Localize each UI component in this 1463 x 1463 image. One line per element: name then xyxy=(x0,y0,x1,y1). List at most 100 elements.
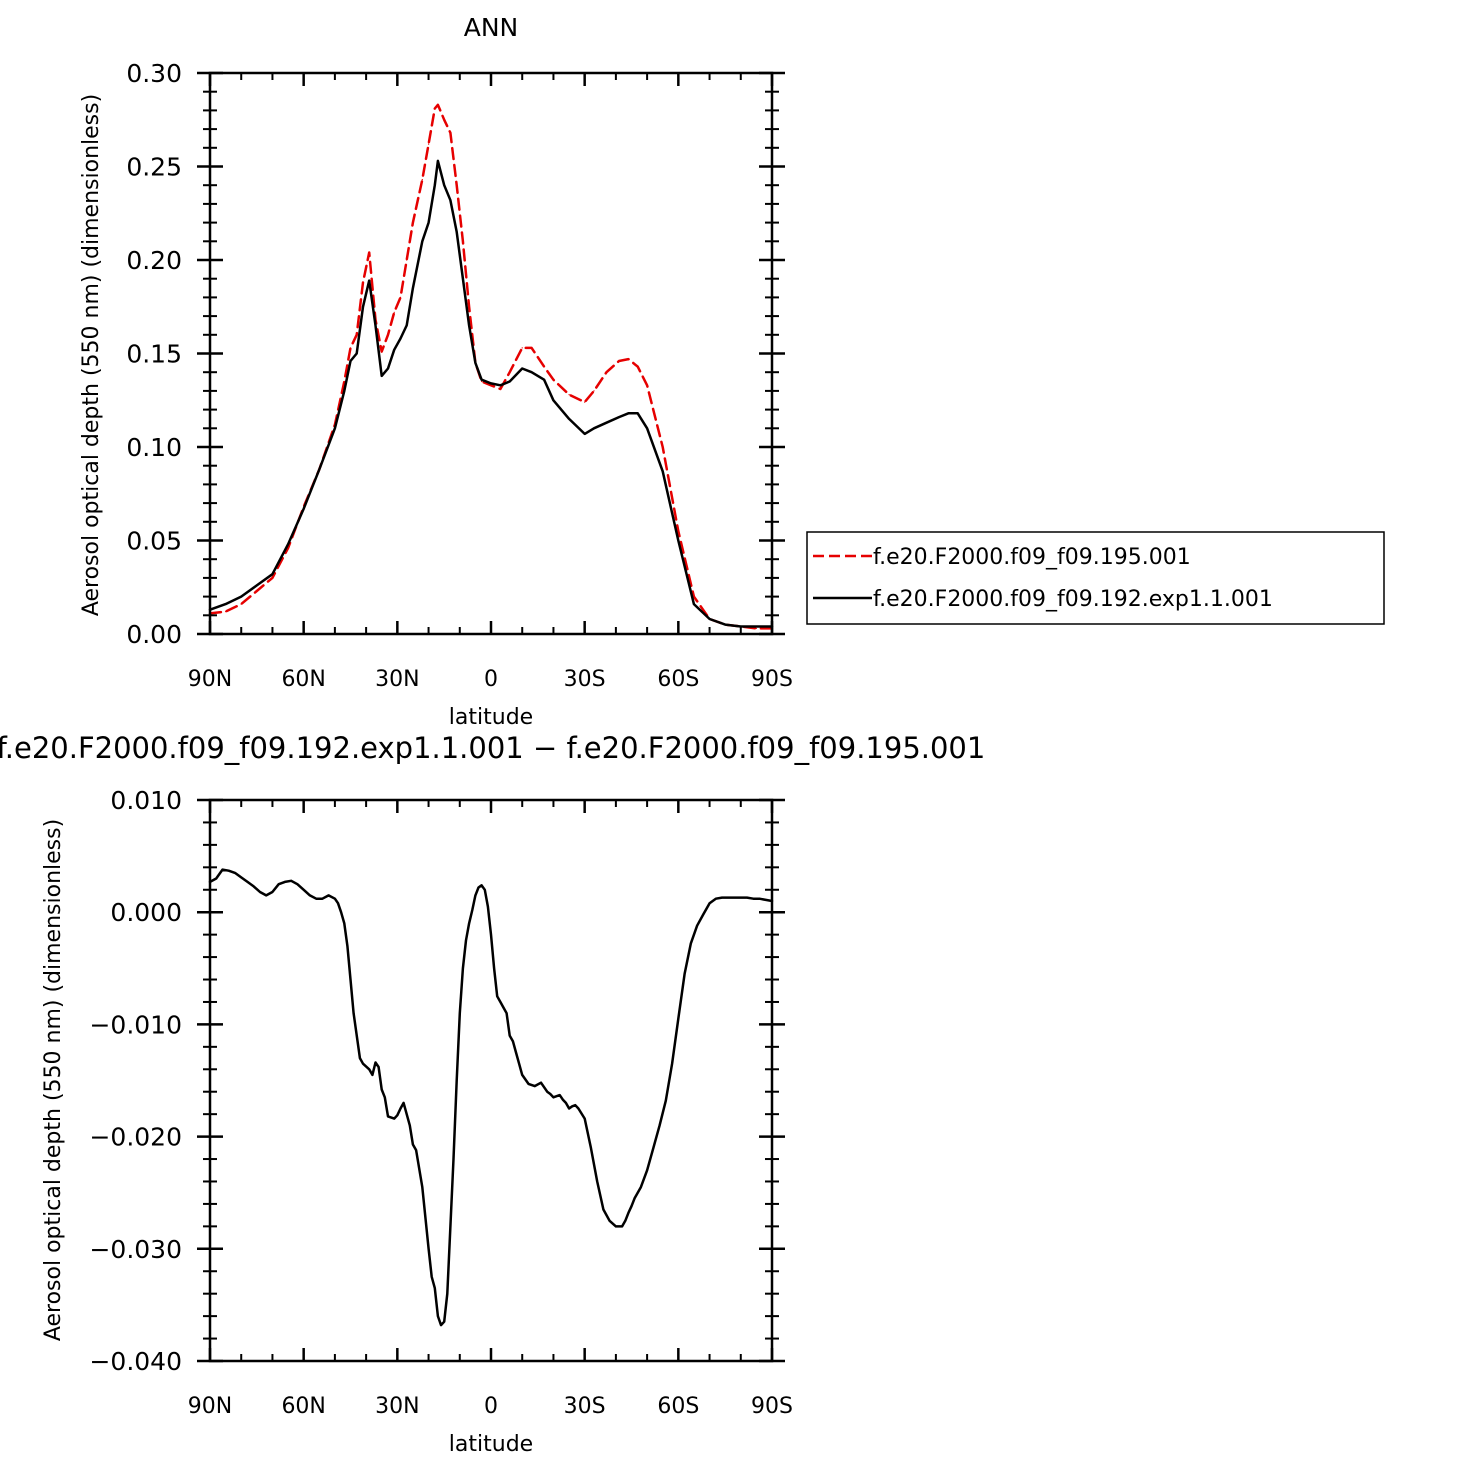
bottom-series-0-point xyxy=(549,1093,551,1095)
top-series-1-point xyxy=(406,324,408,326)
top-ytick-label: 0.05 xyxy=(126,527,182,556)
top-series-1-point xyxy=(381,375,383,377)
top-series-1-point xyxy=(318,468,320,470)
top-ytick-label: 0.30 xyxy=(126,59,182,88)
top-series-0-point xyxy=(552,379,555,381)
bottom-series-0-point xyxy=(540,1082,542,1084)
top-series-0-point xyxy=(381,351,383,353)
bottom-series-0-point xyxy=(459,1012,461,1014)
top-series-1-point xyxy=(531,371,533,373)
top-series-0-point xyxy=(646,384,648,386)
top-series-1-point xyxy=(443,184,445,186)
bottom-series-0-point xyxy=(521,1074,523,1076)
bottom-series-0-point xyxy=(384,1096,386,1098)
bottom-series-0-point xyxy=(727,897,729,899)
top-series-0-point xyxy=(287,547,289,549)
top-xlabel: latitude xyxy=(449,705,533,730)
top-series-0-point xyxy=(568,394,570,396)
top-series-1-point xyxy=(593,427,595,429)
top-series-1-point xyxy=(303,508,305,510)
top-series-1-point xyxy=(437,160,439,162)
bottom-series-0-point xyxy=(349,978,352,981)
top-series-1-point xyxy=(271,573,273,575)
top-series-0-point xyxy=(456,184,458,186)
bottom-xtick-label: 90S xyxy=(751,1394,793,1419)
top-ytick-label: 0.00 xyxy=(126,620,182,649)
bottom-series-group xyxy=(208,868,774,1327)
bottom-xtick-label: 60N xyxy=(281,1394,325,1419)
bottom-series-line-0 xyxy=(208,868,774,1327)
bottom-plot-frame xyxy=(208,798,774,1363)
bottom-series-0-point xyxy=(259,891,261,893)
bottom-ylabel: Aerosol optical depth (550 nm) (dimensio… xyxy=(41,819,66,1341)
bottom-xtick-label: 60S xyxy=(657,1394,699,1419)
bottom-xlabel: latitude xyxy=(449,1432,533,1457)
bottom-xtick-label: 0 xyxy=(484,1394,498,1419)
top-series-1-point xyxy=(605,422,608,424)
top-series-0-point xyxy=(449,132,451,134)
top-series-0-point xyxy=(393,311,395,313)
top-series-1-point xyxy=(677,539,679,542)
bottom-series-0-point xyxy=(309,894,311,897)
top-series-1-point xyxy=(421,240,423,242)
top-series-1-point xyxy=(343,390,345,392)
bottom-series-0-point xyxy=(715,898,717,900)
top-series-1-point xyxy=(368,280,370,282)
bottom-series-0-point xyxy=(353,1012,355,1014)
top-series-0-point xyxy=(531,347,533,349)
top-series-0-point xyxy=(521,347,523,349)
top-series-1-point xyxy=(412,287,414,289)
top-xtick-label: 30N xyxy=(375,667,419,692)
top-series-1-point xyxy=(399,337,402,340)
bottom-series-0-point xyxy=(387,1115,389,1117)
bottom-series-0-point xyxy=(609,1220,611,1222)
bottom-series-0-point xyxy=(359,1057,361,1059)
top-series-0-point xyxy=(399,296,402,298)
bottom-xtick-label: 90N xyxy=(188,1394,232,1419)
top-series-1-point xyxy=(724,624,726,626)
top-series-1-point xyxy=(499,384,501,386)
bottom-series-0-point xyxy=(303,889,305,891)
bottom-series-0-point xyxy=(328,894,330,897)
bottom-series-0-point xyxy=(571,1105,573,1107)
bottom-series-0-point xyxy=(534,1085,536,1087)
bottom-series-0-point xyxy=(393,1118,395,1120)
legend-label-195: f.e20.F2000.f09_f09.195.001 xyxy=(873,545,1191,570)
bottom-series-0-point xyxy=(568,1107,570,1110)
bottom-series-0-point xyxy=(337,902,339,904)
top-series-0-point xyxy=(462,240,464,242)
bottom-series-0-point xyxy=(284,881,286,883)
top-panel: ANN 90N 60N 30N 0 30S 60S 90S 0.00 0.05 0.10 0.15 0… xyxy=(79,13,1385,730)
bottom-series-0-point xyxy=(296,883,298,885)
bottom-series-0-point xyxy=(409,1124,411,1126)
top-series-0-point xyxy=(662,446,664,448)
top-series-1-point xyxy=(393,349,395,351)
bottom-ytick-label: −0.030 xyxy=(89,1235,182,1264)
bottom-series-0-point xyxy=(484,889,486,891)
top-series-0-point xyxy=(677,530,679,532)
top-series-1-point xyxy=(456,231,458,233)
bottom-ytick-label: 0.000 xyxy=(110,898,182,927)
bottom-series-0-point xyxy=(271,891,273,893)
bottom-series-0-point xyxy=(758,898,761,900)
top-series-0-point xyxy=(406,259,408,261)
bottom-series-0-point xyxy=(509,1035,511,1037)
top-xtick-label: 90S xyxy=(751,667,793,692)
top-series-1-point xyxy=(552,399,555,401)
top-ytick-label: 0.25 xyxy=(126,153,182,182)
bottom-series-0-point xyxy=(546,1091,548,1093)
bottom-series-0-point xyxy=(253,885,255,888)
top-series-0-point xyxy=(428,143,430,145)
bottom-series-0-point xyxy=(577,1107,580,1110)
bottom-series-0-point xyxy=(630,1205,633,1207)
top-series-1-point xyxy=(521,367,523,370)
top-series-0-point xyxy=(499,388,501,390)
top-series-1-point xyxy=(474,362,476,364)
top-series-0-point xyxy=(387,334,389,336)
top-axis-ticks: 90N 60N 30N 0 30S 60S 90S 0.00 0.05 0.10 0.15 0.20 0… xyxy=(126,59,793,692)
bottom-series-0-point xyxy=(468,922,470,925)
bottom-series-0-point xyxy=(562,1099,564,1101)
bottom-series-0-point xyxy=(490,934,492,936)
bottom-series-0-point xyxy=(574,1104,576,1106)
top-series-1-point xyxy=(646,427,648,429)
